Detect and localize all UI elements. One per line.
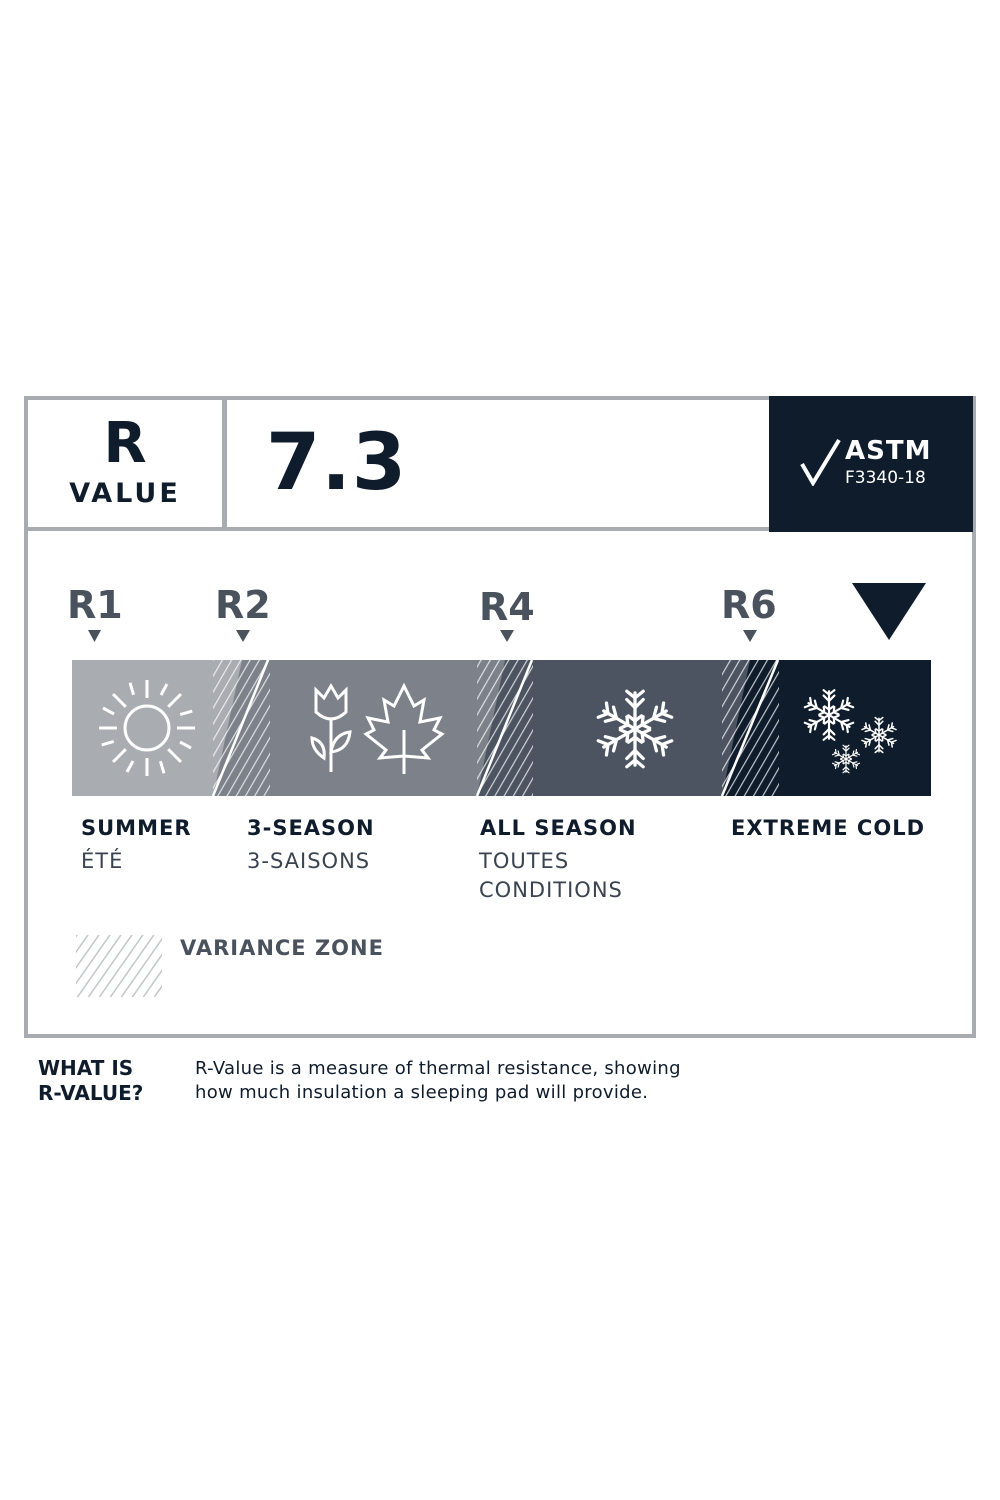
zone-label-summer: SUMMER xyxy=(81,816,192,840)
marker-r6-arrow xyxy=(743,630,757,642)
checkmark-icon xyxy=(800,438,841,486)
zone-label-3-season: 3-SEASON xyxy=(247,816,375,840)
r-value-description: R-Value is a measure of thermal resistan… xyxy=(195,1057,681,1105)
header-column-divider xyxy=(222,400,227,528)
marker-r4-arrow xyxy=(500,630,514,642)
variance-zone-label: VARIANCE ZONE xyxy=(180,936,384,960)
header-divider xyxy=(28,527,972,531)
heading-line-1: WHAT IS xyxy=(38,1056,134,1080)
r-value-scale xyxy=(72,583,931,797)
zone-extreme-cold xyxy=(779,660,931,796)
marker-r1-arrow xyxy=(88,630,101,642)
zone-sub-all-season: TOUTES xyxy=(479,849,570,873)
what-is-r-value-heading: WHAT IS R-VALUE? xyxy=(38,1056,143,1106)
zone-label-all-season: ALL SEASON xyxy=(480,816,637,840)
marker-r4: R4 xyxy=(479,585,535,629)
marker-r6: R6 xyxy=(721,583,777,627)
sun-icon xyxy=(97,678,197,778)
marker-r2-arrow xyxy=(236,630,250,642)
flower-icon xyxy=(310,683,352,772)
zone-sub2-all-season: CONDITIONS xyxy=(479,878,623,902)
r-letter: R xyxy=(103,411,147,476)
value-word: VALUE xyxy=(69,478,181,509)
zone-label-extreme-cold: EXTREME COLD xyxy=(731,816,926,840)
r-value-number: 7.3 xyxy=(266,418,408,508)
current-value-indicator xyxy=(852,583,926,640)
marker-r1: R1 xyxy=(67,583,123,627)
description-line-1: R-Value is a measure of thermal resistan… xyxy=(195,1058,681,1079)
astm-title: ASTM xyxy=(845,436,932,466)
variance-zone-swatch xyxy=(76,935,162,997)
marker-r2: R2 xyxy=(215,583,271,627)
zone-sub-summer: ÉTÉ xyxy=(81,849,124,873)
astm-badge: ASTM F3340-18 xyxy=(769,396,973,532)
description-line-2: how much insulation a sleeping pad will … xyxy=(195,1082,649,1103)
maple-leaf-icon xyxy=(363,682,445,774)
zone-sub-3-season: 3-SAISONS xyxy=(247,849,371,873)
r-value-card xyxy=(24,396,976,1038)
astm-standard: F3340-18 xyxy=(845,468,926,488)
heading-line-2: R-VALUE? xyxy=(38,1081,144,1105)
